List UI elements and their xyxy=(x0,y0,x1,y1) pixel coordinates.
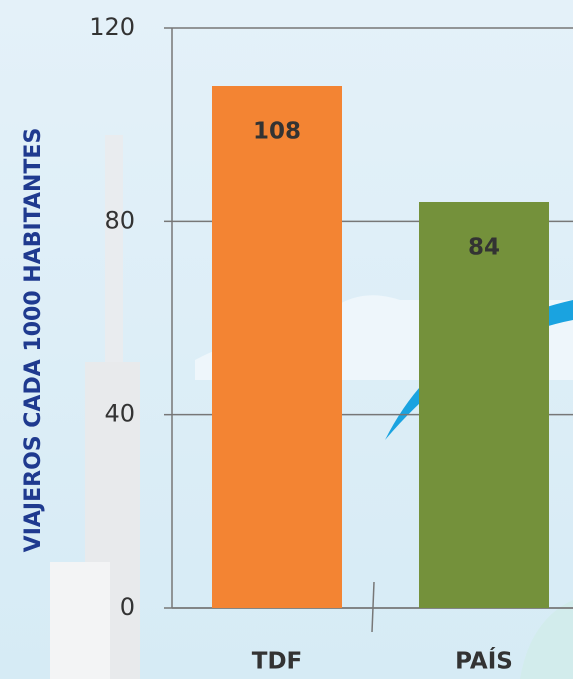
category-separator xyxy=(371,581,375,633)
y-tick-label: 80 xyxy=(104,206,135,234)
y-tick-label: 0 xyxy=(120,593,135,621)
x-tick-label: TDF xyxy=(252,649,303,675)
bar xyxy=(419,202,549,608)
x-tick-label: PAÍS xyxy=(455,647,513,675)
data-label: 108 xyxy=(253,119,301,145)
y-tick-label: 120 xyxy=(89,13,135,41)
y-axis-title: VIAJEROS CADA 1000 HABITANTES xyxy=(21,128,46,553)
plot-area: 0 40 80 120 108 TDF 84 PAÍS xyxy=(89,13,573,675)
data-label: 84 xyxy=(468,235,500,261)
y-tick-label: 40 xyxy=(104,400,135,428)
bar xyxy=(212,86,342,608)
